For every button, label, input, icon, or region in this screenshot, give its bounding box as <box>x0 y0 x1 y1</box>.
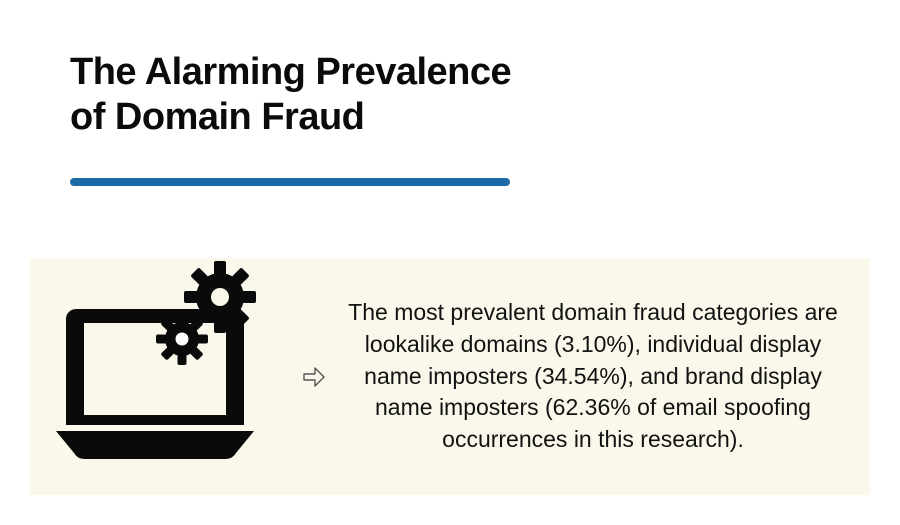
slide: The Alarming Prevalence of Domain Fraud <box>0 0 900 525</box>
page-title: The Alarming Prevalence of Domain Fraud <box>70 50 511 140</box>
title-line-2: of Domain Fraud <box>70 96 364 138</box>
title-line-1: The Alarming Prevalence <box>70 51 511 93</box>
body-text: The most prevalent domain fraud categori… <box>344 297 870 456</box>
laptop-gears-icon <box>48 277 288 477</box>
title-underline <box>70 178 510 186</box>
arrow-right-icon <box>294 364 334 390</box>
content-panel: The most prevalent domain fraud categori… <box>30 258 870 495</box>
